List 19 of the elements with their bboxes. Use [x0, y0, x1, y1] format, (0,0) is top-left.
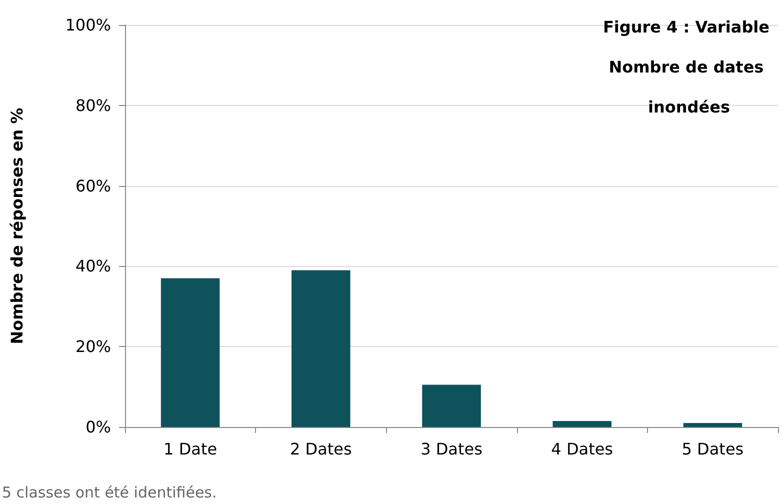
y-tick-label: 0% — [86, 418, 111, 436]
y-tick-label: 20% — [75, 337, 111, 356]
bar — [292, 270, 350, 427]
x-tick-label: 1 Date — [164, 440, 218, 458]
bar — [552, 420, 612, 427]
y-tick-label: 80% — [75, 96, 111, 115]
y-tick-label: 60% — [75, 176, 111, 196]
bar — [422, 384, 481, 427]
bar — [683, 422, 742, 427]
x-tick-label: 2 Dates — [290, 440, 352, 458]
x-tick-label: 3 Dates — [420, 440, 482, 458]
y-axis-title: Nombre de réponses en % — [8, 108, 26, 344]
x-tick-label: 5 Dates — [682, 440, 744, 458]
bar — [160, 278, 220, 427]
chart-title: Figure 4 : Variable Nombre de dates inondées — [602, 18, 770, 116]
x-tick-label: 4 Dates — [551, 440, 614, 458]
y-tick-label: 40% — [75, 256, 111, 276]
text: 5 classes ont été identifiées. — [2, 484, 217, 502]
y-tick-label: 100% — [65, 16, 111, 34]
